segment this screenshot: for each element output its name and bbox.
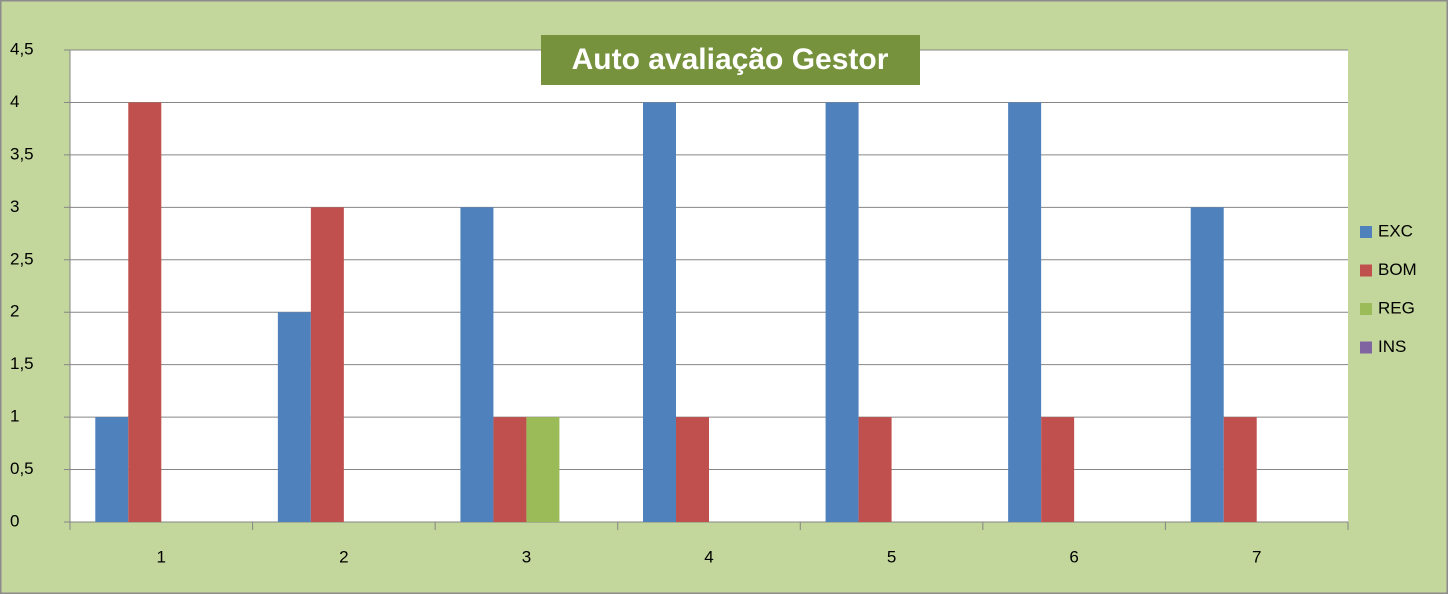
bar xyxy=(1041,417,1075,522)
x-tick-label: 7 xyxy=(1252,547,1261,566)
y-tick-label: 0 xyxy=(10,511,19,530)
chart-title: Auto avaliação Gestor xyxy=(572,43,889,76)
x-tick-label: 4 xyxy=(704,547,713,566)
x-tick-label: 6 xyxy=(1069,547,1078,566)
y-tick-label: 2,5 xyxy=(10,249,34,268)
legend-swatch xyxy=(1360,226,1372,238)
bar xyxy=(493,417,527,522)
x-tick-label: 2 xyxy=(339,547,348,566)
bar xyxy=(1008,102,1042,522)
y-tick-label: 3 xyxy=(10,197,19,216)
y-tick-label: 4 xyxy=(10,92,19,111)
bar xyxy=(95,417,129,522)
bar xyxy=(460,207,494,523)
legend-swatch xyxy=(1360,341,1372,354)
legend-swatch xyxy=(1360,303,1372,315)
y-tick-label: 2 xyxy=(10,302,19,321)
title-box xyxy=(541,35,920,85)
bar xyxy=(825,102,859,522)
y-tick-label: 1,5 xyxy=(10,354,34,373)
legend-label: INS xyxy=(1378,337,1406,356)
x-tick-label: 1 xyxy=(157,547,166,566)
legend-swatch xyxy=(1360,264,1372,277)
bar xyxy=(310,207,344,523)
x-tick-label: 5 xyxy=(887,547,896,566)
bar xyxy=(1190,207,1224,523)
legend-label: EXC xyxy=(1378,221,1413,240)
bar xyxy=(277,312,311,522)
bar xyxy=(1223,417,1257,522)
bar xyxy=(526,417,560,522)
y-tick-label: 4,5 xyxy=(10,39,34,58)
bar xyxy=(676,417,709,522)
y-tick-label: 3,5 xyxy=(10,144,34,163)
legend-label: REG xyxy=(1378,298,1415,317)
x-tick-label: 3 xyxy=(522,547,531,566)
legend-label: BOM xyxy=(1378,260,1417,279)
y-tick-label: 1 xyxy=(10,407,19,426)
bar xyxy=(128,102,162,522)
bar xyxy=(858,417,892,522)
y-tick-label: 0,5 xyxy=(10,459,34,478)
bar xyxy=(643,102,676,522)
